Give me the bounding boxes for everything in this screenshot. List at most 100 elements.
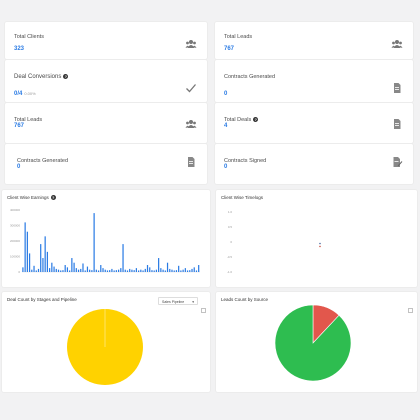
earnings-bar[interactable] xyxy=(135,268,137,272)
earnings-bar[interactable] xyxy=(146,265,149,272)
stat-value[interactable]: 0/4 0.00% xyxy=(14,91,36,97)
earnings-bar[interactable] xyxy=(75,268,77,272)
earnings-bar[interactable] xyxy=(60,270,62,272)
earnings-bar[interactable] xyxy=(93,213,95,272)
earnings-bar[interactable] xyxy=(51,262,53,272)
earnings-bar[interactable] xyxy=(198,265,200,272)
earnings-bar[interactable] xyxy=(100,265,102,272)
earnings-bar[interactable] xyxy=(104,269,106,272)
stat-card-contracts-generated[interactable]: Contracts Generated 0 xyxy=(215,60,413,102)
earnings-bar[interactable] xyxy=(142,270,144,272)
help-icon[interactable]: ? xyxy=(253,117,259,123)
earnings-bar[interactable] xyxy=(124,269,126,272)
earnings-bar[interactable] xyxy=(66,267,69,272)
stat-card-deal-conversions[interactable]: Deal Conversions? 0/4 0.00% xyxy=(5,60,207,102)
earnings-bar[interactable] xyxy=(106,270,109,272)
timelog-point[interactable] xyxy=(319,245,321,248)
earnings-bar[interactable] xyxy=(26,231,28,272)
earnings-bar[interactable] xyxy=(89,269,91,272)
earnings-bar[interactable] xyxy=(133,270,135,272)
earnings-bar[interactable] xyxy=(28,253,31,272)
earnings-bar[interactable] xyxy=(102,268,104,272)
stat-value[interactable]: 0 xyxy=(17,164,21,170)
earnings-bar[interactable] xyxy=(178,265,180,272)
earnings-bar[interactable] xyxy=(120,268,122,272)
earnings-bar[interactable] xyxy=(126,270,129,272)
earnings-bar[interactable] xyxy=(162,269,164,272)
earnings-bar[interactable] xyxy=(49,268,51,272)
stat-value[interactable]: 767 xyxy=(224,46,235,52)
earnings-bar[interactable] xyxy=(64,265,66,272)
earnings-bar[interactable] xyxy=(97,270,100,272)
earnings-bar[interactable] xyxy=(46,251,48,272)
earnings-bar[interactable] xyxy=(31,269,33,272)
stat-card-contracts-generated-2[interactable]: Contracts Generated 0 xyxy=(5,144,207,184)
earnings-bar[interactable] xyxy=(195,270,198,272)
earnings-bar[interactable] xyxy=(153,270,155,272)
earnings-bar[interactable] xyxy=(117,269,120,272)
earnings-bar[interactable] xyxy=(164,270,166,272)
earnings-bar[interactable] xyxy=(129,268,131,272)
earnings-bar[interactable] xyxy=(111,268,113,272)
stat-card-total-deals[interactable]: Total Deals? 4 xyxy=(215,103,413,143)
earnings-bar[interactable] xyxy=(55,268,57,272)
earnings-bar[interactable] xyxy=(113,270,115,272)
earnings-bar[interactable] xyxy=(84,270,86,272)
earnings-bar[interactable] xyxy=(86,266,89,272)
stat-value[interactable]: 4 xyxy=(224,123,228,129)
expand-icon[interactable] xyxy=(408,308,413,313)
earnings-bar[interactable] xyxy=(169,268,171,272)
stat-value[interactable]: 0 xyxy=(224,164,228,170)
earnings-bar[interactable] xyxy=(73,262,75,272)
pipeline-select[interactable]: Sales Pipeline ▾ xyxy=(158,297,198,305)
earnings-bar[interactable] xyxy=(22,267,24,272)
pie-slice[interactable] xyxy=(274,304,352,382)
earnings-bar[interactable] xyxy=(35,270,37,272)
earnings-bar[interactable] xyxy=(42,258,44,272)
earnings-bar[interactable] xyxy=(180,270,182,272)
earnings-bar[interactable] xyxy=(122,244,124,272)
stat-value[interactable]: 0 xyxy=(224,91,228,97)
earnings-bar[interactable] xyxy=(24,222,26,272)
help-icon[interactable]: ? xyxy=(50,195,56,201)
earnings-bar[interactable] xyxy=(175,270,178,272)
earnings-bar[interactable] xyxy=(144,268,146,272)
earnings-bar[interactable] xyxy=(182,269,184,272)
earnings-bar[interactable] xyxy=(140,269,142,272)
earnings-bar[interactable] xyxy=(82,263,84,272)
earnings-bar[interactable] xyxy=(189,270,191,272)
earnings-bar[interactable] xyxy=(193,267,195,272)
stat-card-contracts-signed[interactable]: Contracts Signed 0 xyxy=(215,144,413,184)
earnings-bar[interactable] xyxy=(166,262,169,272)
earnings-bar[interactable] xyxy=(138,270,140,272)
timelog-point[interactable] xyxy=(319,242,321,245)
earnings-bar[interactable] xyxy=(40,244,42,272)
expand-icon[interactable] xyxy=(201,308,206,313)
stat-value[interactable]: 323 xyxy=(14,46,25,52)
stat-card-total-leads[interactable]: Total Leads 767 xyxy=(215,22,413,59)
earnings-bar[interactable] xyxy=(77,269,80,272)
stat-card-total-clients[interactable]: Total Clients 323 xyxy=(5,22,207,59)
stat-value[interactable]: 767 xyxy=(14,123,25,129)
help-icon[interactable]: ? xyxy=(63,74,69,79)
stat-card-total-leads-2[interactable]: Total Leads 767 xyxy=(5,103,207,143)
earnings-bar[interactable] xyxy=(191,268,193,272)
earnings-bar[interactable] xyxy=(57,269,60,272)
earnings-bar[interactable] xyxy=(69,270,71,272)
earnings-bar[interactable] xyxy=(131,269,133,272)
earnings-bar[interactable] xyxy=(62,270,64,272)
earnings-bar[interactable] xyxy=(158,258,160,272)
earnings-bar[interactable] xyxy=(53,266,55,272)
earnings-bar[interactable] xyxy=(95,269,97,272)
earnings-bar[interactable] xyxy=(44,236,46,272)
earnings-bar[interactable] xyxy=(186,270,189,272)
earnings-bar[interactable] xyxy=(155,269,158,272)
earnings-bar[interactable] xyxy=(109,270,111,272)
earnings-bar[interactable] xyxy=(91,270,93,272)
earnings-bar[interactable] xyxy=(173,270,175,272)
earnings-bar[interactable] xyxy=(160,268,162,272)
earnings-bar[interactable] xyxy=(71,258,73,272)
earnings-bar[interactable] xyxy=(115,270,117,272)
earnings-bar[interactable] xyxy=(33,265,35,272)
earnings-bar[interactable] xyxy=(171,269,173,272)
